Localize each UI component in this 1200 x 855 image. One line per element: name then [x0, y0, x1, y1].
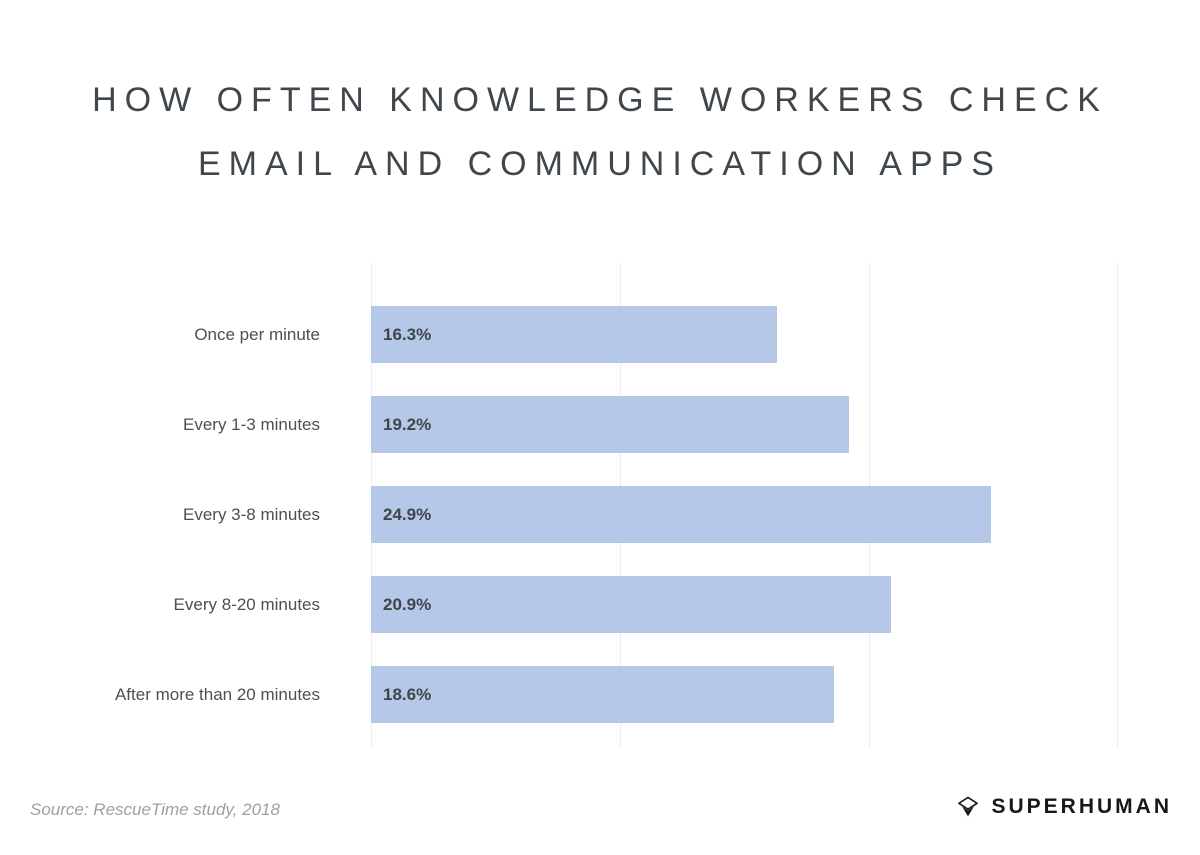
bar: 24.9% — [371, 486, 991, 543]
bar: 16.3% — [371, 306, 777, 363]
bar: 19.2% — [371, 396, 849, 453]
bar-value-label: 20.9% — [383, 594, 432, 614]
gridline — [1117, 263, 1118, 748]
brand-logo: SUPERHUMAN — [955, 794, 1172, 820]
bar: 18.6% — [371, 666, 834, 723]
page-title-line1: HOW OFTEN KNOWLEDGE WORKERS CHECK — [92, 81, 1108, 119]
category-label: Every 8-20 minutes — [173, 595, 320, 614]
bar-chart: Once per minute 16.3% Every 1-3 minutes 19.… — [0, 263, 1200, 748]
bar-value-label: 16.3% — [383, 324, 432, 344]
chart-row: Every 3-8 minutes 24.9% — [0, 486, 1200, 543]
chart-row: Every 1-3 minutes 19.2% — [0, 396, 1200, 453]
chart-row: Every 8-20 minutes 20.9% — [0, 576, 1200, 633]
category-label: Every 3-8 minutes — [183, 505, 320, 524]
page-title: HOW OFTEN KNOWLEDGE WORKERS CHECK EMAIL … — [0, 68, 1200, 196]
chart-row: Once per minute 16.3% — [0, 306, 1200, 363]
source-note: Source: RescueTime study, 2018 — [30, 800, 280, 819]
page-title-line2: EMAIL AND COMMUNICATION APPS — [198, 145, 1002, 183]
category-label: Once per minute — [194, 325, 320, 344]
category-label: Every 1-3 minutes — [183, 415, 320, 434]
bar-value-label: 18.6% — [383, 684, 432, 704]
bar-value-label: 24.9% — [383, 504, 432, 524]
chart-row: After more than 20 minutes 18.6% — [0, 666, 1200, 723]
bar-value-label: 19.2% — [383, 414, 432, 434]
bar: 20.9% — [371, 576, 891, 633]
category-label: After more than 20 minutes — [114, 685, 320, 704]
brand-name: SUPERHUMAN — [991, 795, 1172, 818]
superhuman-diamond-icon — [955, 794, 981, 820]
